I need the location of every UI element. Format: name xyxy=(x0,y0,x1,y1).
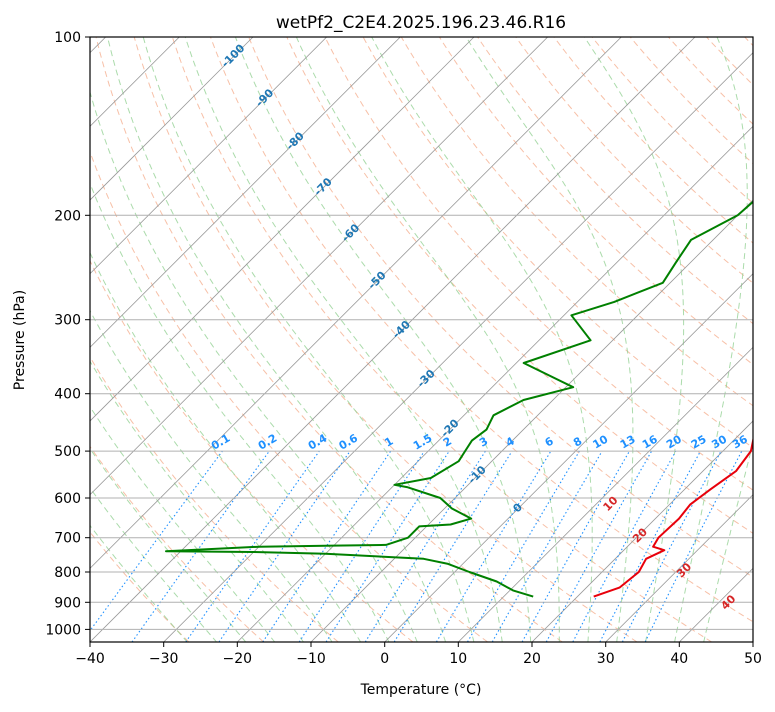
x-tick-label: 20 xyxy=(523,651,541,667)
y-tick-label: 400 xyxy=(54,387,81,403)
x-tick-label: 0 xyxy=(380,651,389,667)
y-tick-label: 300 xyxy=(54,313,81,329)
x-tick-label: −10 xyxy=(296,651,326,667)
x-tick-label: 40 xyxy=(670,651,688,667)
y-tick-label: 100 xyxy=(54,30,81,46)
chart-title: wetPf2_C2E4.2025.196.23.46.R16 xyxy=(276,13,566,33)
y-tick-label: 500 xyxy=(54,444,81,460)
y-axis-label: Pressure (hPa) xyxy=(12,290,28,390)
x-tick-label: 10 xyxy=(449,651,467,667)
y-tick-label: 200 xyxy=(54,208,81,224)
x-tick-label: 50 xyxy=(744,651,762,667)
y-tick-label: 800 xyxy=(54,565,81,581)
y-tick-label: 1000 xyxy=(45,622,81,638)
y-tick-label: 900 xyxy=(54,595,81,611)
x-axis-label: Temperature (°C) xyxy=(360,682,482,698)
y-tick-label: 600 xyxy=(54,491,81,507)
x-tick-label: 30 xyxy=(597,651,615,667)
x-tick-label: −30 xyxy=(149,651,179,667)
x-tick-label: −40 xyxy=(75,651,105,667)
y-tick-label: 700 xyxy=(54,531,81,547)
x-tick-label: −20 xyxy=(223,651,253,667)
